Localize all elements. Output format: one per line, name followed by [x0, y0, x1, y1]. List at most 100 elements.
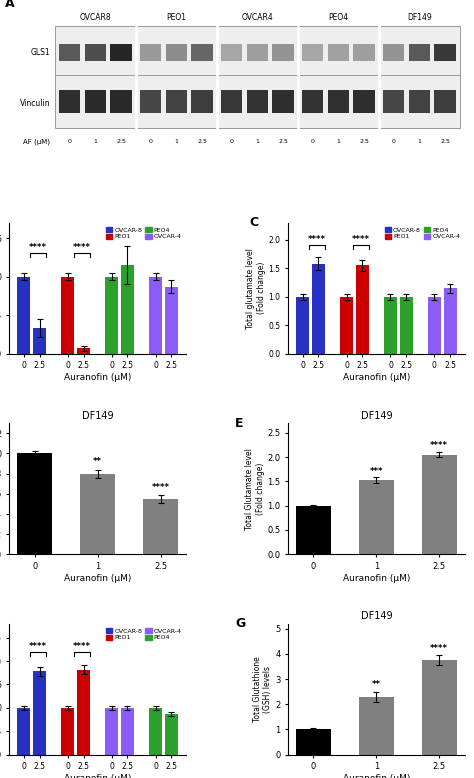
Text: ****: **** — [29, 642, 47, 650]
Text: **: ** — [372, 680, 381, 689]
Bar — [85, 90, 106, 113]
Text: 2.5: 2.5 — [116, 139, 126, 145]
Legend: OVCAR-8, PEO1, OVCAR-4, PEO4: OVCAR-8, PEO1, OVCAR-4, PEO4 — [105, 627, 183, 642]
Text: ****: **** — [308, 235, 326, 244]
Bar — [409, 90, 430, 113]
Bar — [165, 286, 178, 354]
Text: ***: *** — [370, 467, 383, 475]
Bar — [359, 480, 393, 554]
Text: ****: **** — [430, 643, 448, 653]
Y-axis label: Total Glutathione
(GSH) levels: Total Glutathione (GSH) levels — [253, 657, 273, 722]
Bar — [359, 697, 393, 755]
X-axis label: Auranofin (μM): Auranofin (μM) — [64, 774, 131, 778]
Text: ****: **** — [430, 441, 448, 450]
Bar — [59, 44, 81, 61]
Bar — [62, 708, 74, 755]
Title: DF149: DF149 — [361, 411, 392, 421]
Bar — [435, 44, 456, 61]
Text: 1: 1 — [174, 139, 178, 145]
Text: AF (μM): AF (μM) — [23, 138, 50, 145]
Text: E: E — [235, 416, 244, 429]
Text: 2.5: 2.5 — [278, 139, 288, 145]
Bar — [149, 708, 162, 755]
Bar — [85, 44, 106, 61]
Text: 0: 0 — [392, 139, 396, 145]
Bar — [165, 714, 178, 755]
Bar — [55, 26, 460, 128]
Text: 1: 1 — [93, 139, 98, 145]
Bar — [221, 90, 243, 113]
Bar — [444, 288, 456, 354]
Bar — [62, 277, 74, 354]
X-axis label: Auranofin (μM): Auranofin (μM) — [343, 573, 410, 583]
Bar — [422, 454, 456, 554]
Bar — [149, 277, 162, 354]
Bar — [328, 44, 349, 61]
Text: DF149: DF149 — [407, 12, 432, 22]
Bar — [166, 44, 187, 61]
Bar — [81, 474, 115, 554]
Text: 0: 0 — [68, 139, 72, 145]
Bar — [383, 44, 404, 61]
Text: G: G — [235, 617, 246, 630]
Text: OVCAR4: OVCAR4 — [242, 12, 273, 22]
Text: 2.5: 2.5 — [440, 139, 450, 145]
Bar — [354, 90, 374, 113]
Bar — [354, 44, 374, 61]
Bar — [105, 277, 118, 354]
Bar — [55, 75, 460, 128]
Text: ****: **** — [73, 642, 91, 650]
Bar — [221, 44, 243, 61]
Bar — [33, 671, 46, 755]
Bar — [296, 506, 331, 554]
Bar — [166, 90, 187, 113]
Text: 1: 1 — [255, 139, 259, 145]
Bar — [140, 90, 162, 113]
Bar — [55, 26, 460, 75]
Bar — [428, 296, 441, 354]
Bar — [247, 44, 268, 61]
Bar — [247, 90, 268, 113]
Bar — [143, 499, 178, 554]
Bar — [18, 708, 30, 755]
Bar — [110, 90, 131, 113]
Bar — [105, 708, 118, 755]
Bar — [296, 296, 309, 354]
Legend: OVCAR-8, PEO1, PEO4, OVCAR-4: OVCAR-8, PEO1, PEO4, OVCAR-4 — [383, 226, 461, 240]
Bar — [356, 265, 369, 354]
X-axis label: Auranofin (μM): Auranofin (μM) — [343, 774, 410, 778]
Legend: OVCAR-8, PEO1, PEO4, OVCAR-4: OVCAR-8, PEO1, PEO4, OVCAR-4 — [105, 226, 183, 240]
Bar — [18, 277, 30, 354]
Title: DF149: DF149 — [361, 612, 392, 622]
Text: OVCAR8: OVCAR8 — [80, 12, 111, 22]
Text: 1: 1 — [418, 139, 421, 145]
Bar — [340, 296, 353, 354]
Bar — [400, 296, 412, 354]
Bar — [191, 44, 212, 61]
X-axis label: Auranofin (μM): Auranofin (μM) — [64, 573, 131, 583]
Bar — [302, 44, 323, 61]
X-axis label: Auranofin (μM): Auranofin (μM) — [64, 373, 131, 382]
X-axis label: Auranofin (μM): Auranofin (μM) — [343, 373, 410, 382]
Bar — [191, 90, 212, 113]
Y-axis label: Total glutamate level
(Fold change): Total glutamate level (Fold change) — [246, 247, 265, 328]
Text: ****: **** — [73, 244, 91, 252]
Bar — [18, 454, 52, 554]
Bar — [409, 44, 430, 61]
Bar — [273, 90, 293, 113]
Text: A: A — [5, 0, 15, 10]
Bar — [77, 670, 90, 755]
Bar — [77, 349, 90, 354]
Text: 0: 0 — [311, 139, 315, 145]
Bar — [121, 265, 134, 354]
Bar — [59, 90, 81, 113]
Text: PEO4: PEO4 — [328, 12, 348, 22]
Text: PEO1: PEO1 — [166, 12, 186, 22]
Text: 2.5: 2.5 — [359, 139, 369, 145]
Bar — [140, 44, 162, 61]
Bar — [328, 90, 349, 113]
Bar — [33, 328, 46, 354]
Text: ****: **** — [29, 244, 47, 252]
Text: ****: **** — [352, 235, 370, 244]
Title: DF149: DF149 — [82, 411, 113, 421]
